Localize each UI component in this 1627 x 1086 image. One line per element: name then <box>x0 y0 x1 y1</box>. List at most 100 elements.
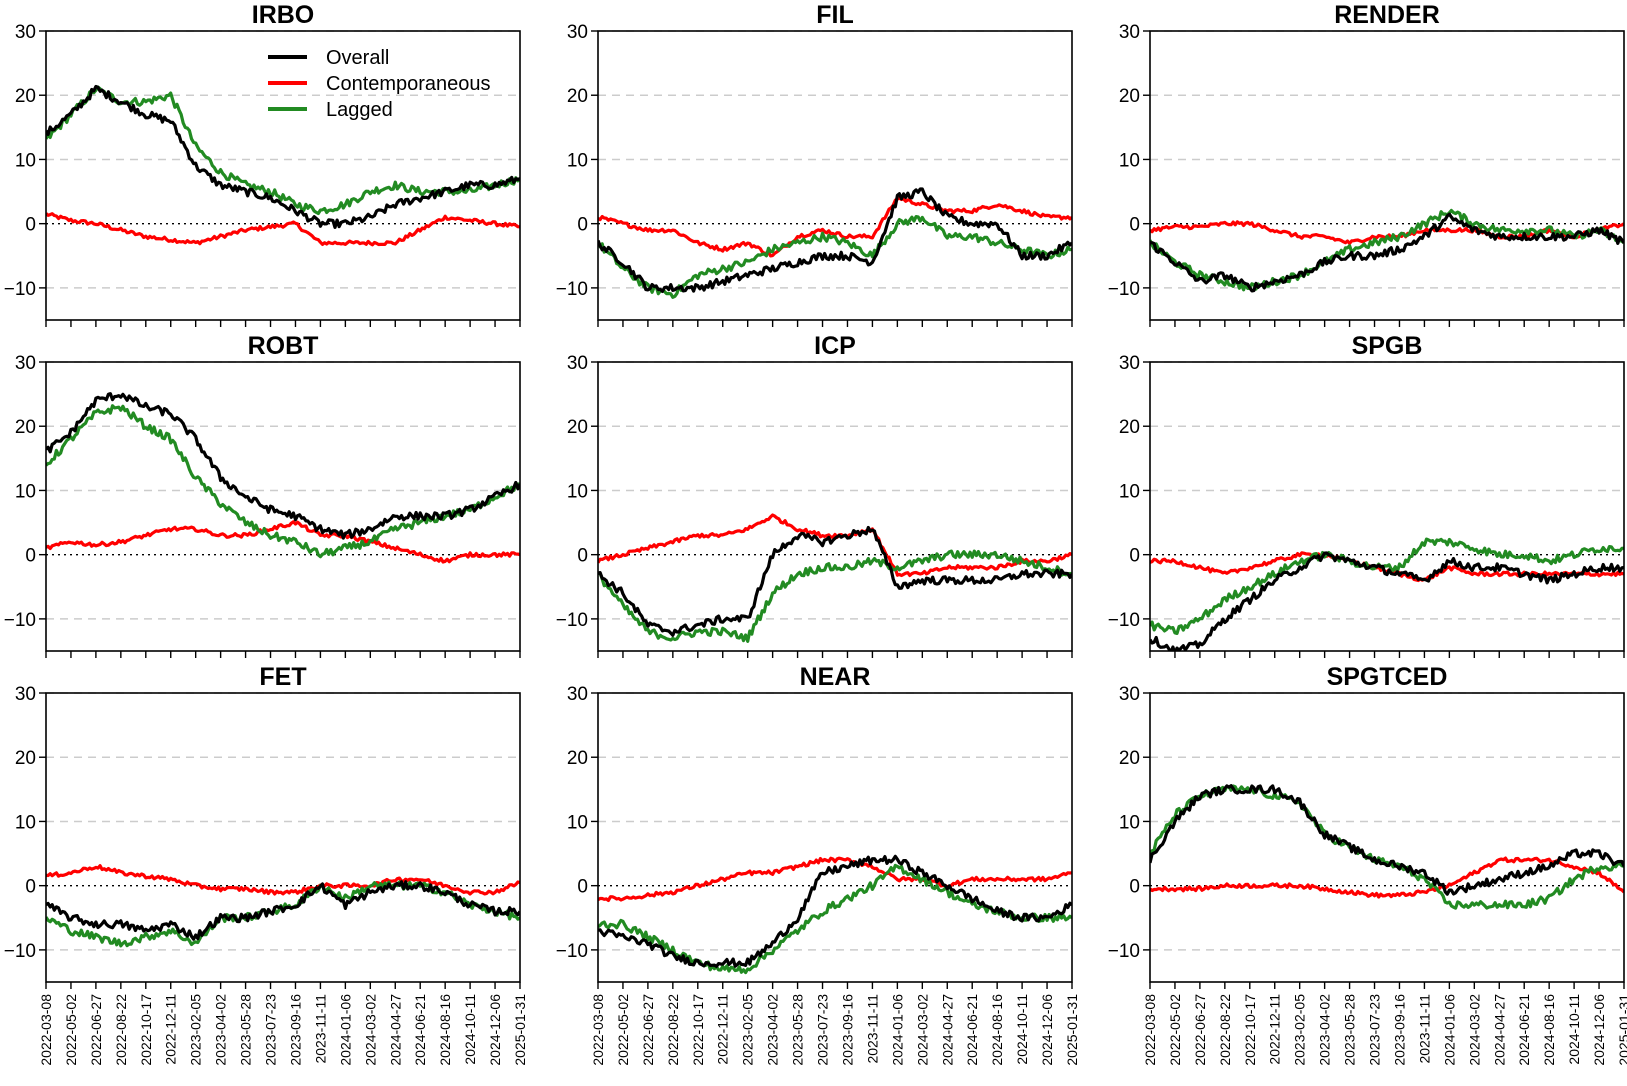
y-tick-label: 0 <box>1129 877 1140 898</box>
series-line-overall <box>1150 551 1624 651</box>
y-tick-label: −10 <box>1108 610 1140 631</box>
plot-frame <box>45 692 521 983</box>
y-tick-label: 0 <box>1129 546 1140 567</box>
x-tick-label: 2023-04-02 <box>1317 994 1333 1066</box>
y-tick-label: −10 <box>1108 941 1140 962</box>
x-tick-label: 2024-12-06 <box>1591 994 1607 1066</box>
x-tick-label: 2024-06-21 <box>1516 994 1532 1066</box>
y-tick-label: 20 <box>567 417 588 438</box>
x-tick-label: 2024-08-16 <box>437 994 453 1066</box>
series-line-overall <box>46 84 520 229</box>
panel-title: ROBT <box>248 332 319 360</box>
legend-label-lagged: Lagged <box>326 99 393 121</box>
y-tick-label: 0 <box>25 877 36 898</box>
series-line-overall <box>598 854 1072 968</box>
x-tick-label: 2023-05-28 <box>1342 994 1358 1066</box>
x-tick-label: 2023-02-05 <box>188 994 204 1066</box>
plot-frame <box>597 361 1073 652</box>
x-tick-label: 2024-10-11 <box>462 994 478 1065</box>
x-tick-label: 2024-10-11 <box>1014 994 1030 1065</box>
x-tick-label: 2024-08-16 <box>989 994 1005 1066</box>
panel-title: SPGTCED <box>1327 663 1448 691</box>
series-line-contemporaneous <box>46 520 520 564</box>
x-tick-label: 2024-01-06 <box>337 994 353 1066</box>
x-tick-label: 2022-06-27 <box>1192 994 1208 1066</box>
panel-fet: −10 0 10 20 30 2022-03-08 2022-05-02 2022-06-27… <box>4 663 528 1066</box>
y-tick-label: 10 <box>1119 812 1140 833</box>
panel-irbo: −10 0 10 20 30 IRBO <box>4 1 521 327</box>
y-tick-label: 0 <box>25 215 36 236</box>
plot-frame <box>1149 30 1625 321</box>
x-tick-label: 2024-03-02 <box>1466 994 1482 1066</box>
x-tick-label: 2024-04-27 <box>939 994 955 1066</box>
series-line-lagged <box>598 215 1072 299</box>
y-tick-label: 30 <box>15 353 36 374</box>
y-tick-label: 10 <box>1119 481 1140 502</box>
x-tick-label: 2024-04-27 <box>387 994 403 1066</box>
legend-label-overall: Overall <box>326 47 389 69</box>
y-tick-label: 20 <box>15 417 36 438</box>
plot-frame <box>597 30 1073 321</box>
x-tick-label: 2024-12-06 <box>487 994 503 1066</box>
x-tick-label: 2024-12-06 <box>1039 994 1055 1066</box>
x-tick-label: 2024-06-21 <box>964 994 980 1066</box>
x-tick-label: 2024-03-02 <box>914 994 930 1066</box>
x-tick-label: 2022-03-08 <box>38 994 54 1066</box>
x-tick-label: 2022-10-17 <box>690 994 706 1066</box>
x-tick-label: 2023-09-16 <box>1391 994 1407 1066</box>
y-tick-label: 30 <box>15 684 36 705</box>
plot-frame <box>1149 692 1625 983</box>
y-tick-label: 10 <box>15 150 36 171</box>
panel-spgtced: −10 0 10 20 30 2022-03-08 2022-05-02 2022-06-27… <box>1108 663 1627 1066</box>
x-tick-label: 2023-09-16 <box>839 994 855 1066</box>
panel-title: IRBO <box>252 1 315 29</box>
y-tick-label: 10 <box>567 812 588 833</box>
series-line-overall <box>598 187 1072 293</box>
x-tick-label: 2022-03-08 <box>1142 994 1158 1066</box>
x-tick-label: 2024-01-06 <box>1441 994 1457 1066</box>
x-tick-label: 2023-02-05 <box>740 994 756 1066</box>
y-tick-label: −10 <box>556 610 588 631</box>
series-line-overall <box>598 525 1072 637</box>
panel-title: ICP <box>814 332 856 360</box>
x-tick-label: 2023-07-23 <box>815 994 831 1066</box>
panel-render: −10 0 10 20 30 RENDER <box>1108 1 1625 327</box>
panel-title: FET <box>259 663 306 691</box>
series-line-lagged <box>598 863 1072 975</box>
series-line-lagged <box>1150 784 1624 910</box>
panel-title: NEAR <box>800 663 871 691</box>
y-tick-label: 0 <box>1129 215 1140 236</box>
x-tick-label: 2022-12-11 <box>163 994 179 1065</box>
plot-frame <box>597 692 1073 983</box>
y-tick-label: 20 <box>567 748 588 769</box>
y-tick-label: 10 <box>1119 150 1140 171</box>
y-tick-label: −10 <box>556 279 588 300</box>
x-tick-label: 2023-11-11 <box>864 994 880 1064</box>
x-tick-label: 2022-03-08 <box>590 994 606 1066</box>
y-tick-label: 30 <box>567 353 588 374</box>
series-line-lagged <box>1150 537 1624 635</box>
series-line-contemporaneous <box>46 864 520 896</box>
x-tick-label: 2023-07-23 <box>263 994 279 1066</box>
y-tick-label: 20 <box>15 748 36 769</box>
panel-robt: −10 0 10 20 30 ROBT <box>4 332 521 658</box>
y-tick-label: 10 <box>567 481 588 502</box>
panel-near: −10 0 10 20 30 2022-03-08 2022-05-02 2022-06-27… <box>556 663 1080 1066</box>
plot-frame <box>1149 361 1625 652</box>
y-tick-label: 30 <box>15 22 36 43</box>
x-tick-label: 2022-06-27 <box>640 994 656 1066</box>
x-tick-label: 2023-04-02 <box>765 994 781 1066</box>
y-tick-label: 30 <box>567 22 588 43</box>
y-tick-label: 20 <box>15 86 36 107</box>
x-tick-label: 2024-08-16 <box>1541 994 1557 1066</box>
panel-title: SPGB <box>1352 332 1423 360</box>
x-tick-label: 2022-05-02 <box>1167 994 1183 1066</box>
panel-spgb: −10 0 10 20 30 SPGB <box>1108 332 1625 658</box>
x-tick-label: 2022-12-11 <box>715 994 731 1065</box>
x-tick-label: 2023-09-16 <box>287 994 303 1066</box>
y-tick-label: 10 <box>567 150 588 171</box>
series-line-contemporaneous <box>1150 856 1624 899</box>
x-tick-label: 2022-10-17 <box>138 994 154 1066</box>
x-tick-label: 2024-03-02 <box>362 994 378 1066</box>
